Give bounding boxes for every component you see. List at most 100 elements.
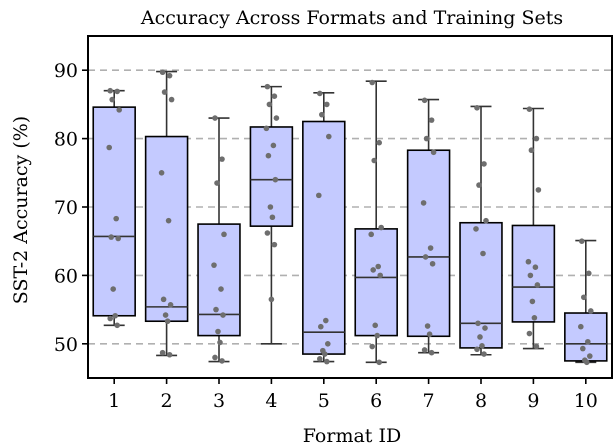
data-point	[369, 343, 376, 350]
data-point	[481, 351, 487, 357]
x-tick-label: 6	[370, 390, 382, 412]
y-tick-label: 80	[54, 129, 78, 151]
data-point	[587, 353, 593, 359]
box	[459, 221, 503, 349]
data-point	[115, 235, 121, 242]
data-point	[324, 358, 330, 365]
data-point	[585, 338, 591, 345]
data-point	[323, 317, 329, 324]
data-point	[322, 351, 328, 357]
x-tick-label: 1	[108, 390, 120, 412]
data-point	[477, 334, 483, 340]
data-point	[581, 294, 587, 301]
x-tick-label: 5	[318, 390, 330, 412]
data-point	[114, 322, 120, 329]
data-point	[325, 341, 331, 347]
box	[144, 135, 189, 323]
data-point	[579, 238, 585, 244]
data-point	[423, 135, 430, 142]
data-point	[375, 263, 382, 270]
data-point	[533, 135, 540, 142]
data-point	[159, 349, 166, 356]
x-tick-label: 2	[161, 390, 173, 412]
data-point	[368, 231, 375, 238]
x-tick-label: 3	[213, 390, 225, 412]
data-point	[430, 149, 437, 156]
data-point	[424, 323, 431, 329]
data-point	[376, 139, 383, 146]
x-tick-label: 8	[475, 390, 487, 412]
data-point	[526, 330, 533, 337]
data-point	[374, 332, 381, 339]
data-point	[221, 231, 227, 238]
data-point	[526, 106, 533, 112]
data-point	[168, 96, 175, 103]
data-point	[113, 215, 119, 222]
data-point	[475, 320, 481, 327]
data-point	[370, 267, 377, 273]
data-point	[218, 286, 224, 292]
data-point	[107, 315, 113, 322]
box	[92, 106, 136, 317]
data-point	[160, 296, 167, 303]
data-point	[212, 354, 218, 361]
y-tick-label: 60	[54, 265, 78, 287]
data-point	[112, 312, 118, 319]
data-point	[377, 272, 384, 279]
data-point	[428, 349, 435, 356]
data-point	[167, 302, 174, 308]
data-point	[422, 254, 429, 260]
data-point	[482, 325, 488, 331]
data-point	[212, 115, 218, 121]
data-point	[166, 351, 173, 358]
axes: 50 60 70 80 90 1 2 3 4 5 6 7 8 9 10	[54, 60, 598, 412]
x-tick-label: 9	[527, 390, 539, 412]
data-point	[267, 204, 274, 210]
data-point	[219, 358, 225, 364]
data-point	[528, 147, 535, 154]
data-point	[263, 125, 270, 132]
data-point	[378, 224, 385, 231]
data-point	[116, 107, 122, 113]
data-point	[217, 339, 223, 346]
box	[406, 149, 451, 338]
data-point	[271, 93, 278, 99]
chart-title: Accuracy Across Formats and Training Set…	[140, 7, 563, 29]
data-point	[535, 187, 542, 193]
x-tick-label: 4	[265, 390, 277, 412]
data-point	[161, 89, 168, 95]
data-point	[164, 318, 171, 325]
data-point	[428, 117, 435, 123]
data-point	[162, 312, 169, 318]
data-point	[426, 331, 433, 338]
data-point	[421, 97, 428, 104]
data-point	[165, 217, 172, 224]
y-tick-label: 90	[54, 60, 78, 82]
data-point	[318, 323, 324, 330]
data-point	[159, 69, 166, 76]
box	[197, 223, 241, 337]
data-point	[529, 298, 536, 305]
data-point	[219, 156, 225, 162]
data-point	[473, 226, 479, 232]
data-point	[369, 79, 376, 86]
data-point	[421, 347, 428, 353]
data-point	[533, 343, 540, 350]
data-point	[317, 90, 323, 97]
data-point	[525, 258, 532, 265]
data-point	[214, 180, 220, 186]
box	[249, 126, 294, 227]
data-point	[166, 72, 173, 79]
data-point	[264, 230, 271, 236]
data-point	[268, 296, 275, 303]
y-tick-label: 50	[54, 334, 78, 356]
data-point	[420, 200, 427, 206]
data-point	[107, 87, 113, 94]
data-point	[109, 96, 115, 103]
data-point	[271, 241, 278, 248]
data-point	[220, 312, 226, 318]
data-point	[269, 214, 276, 221]
x-axis-label: Format ID	[303, 425, 401, 447]
data-point	[532, 264, 539, 270]
